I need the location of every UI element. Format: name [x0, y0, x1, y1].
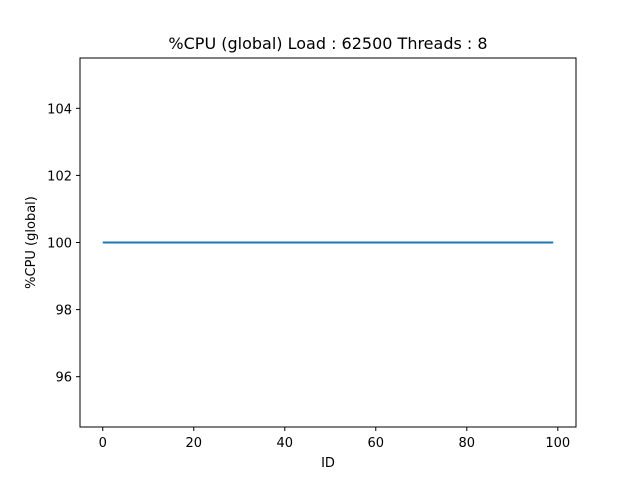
y-tick-label: 96 — [55, 371, 72, 386]
y-axis-label: %CPU (global) — [24, 196, 39, 289]
x-tick-label: 60 — [368, 436, 385, 451]
y-tick-label: 100 — [47, 237, 72, 252]
x-axis-label: ID — [321, 456, 335, 471]
x-tick-label: 0 — [99, 436, 107, 451]
y-axis-ticks: 96 98 100 102 104 — [47, 102, 80, 386]
x-tick-label: 20 — [185, 436, 202, 451]
x-tick-label: 80 — [459, 436, 476, 451]
y-tick-label: 104 — [47, 102, 72, 117]
y-tick-label: 102 — [47, 169, 72, 184]
x-tick-label: 40 — [276, 436, 293, 451]
x-tick-label: 100 — [545, 436, 570, 451]
y-tick-label: 98 — [55, 304, 72, 319]
chart-title: %CPU (global) Load : 62500 Threads : 8 — [168, 34, 487, 53]
x-axis-ticks: 0 20 40 60 80 100 — [99, 427, 570, 451]
